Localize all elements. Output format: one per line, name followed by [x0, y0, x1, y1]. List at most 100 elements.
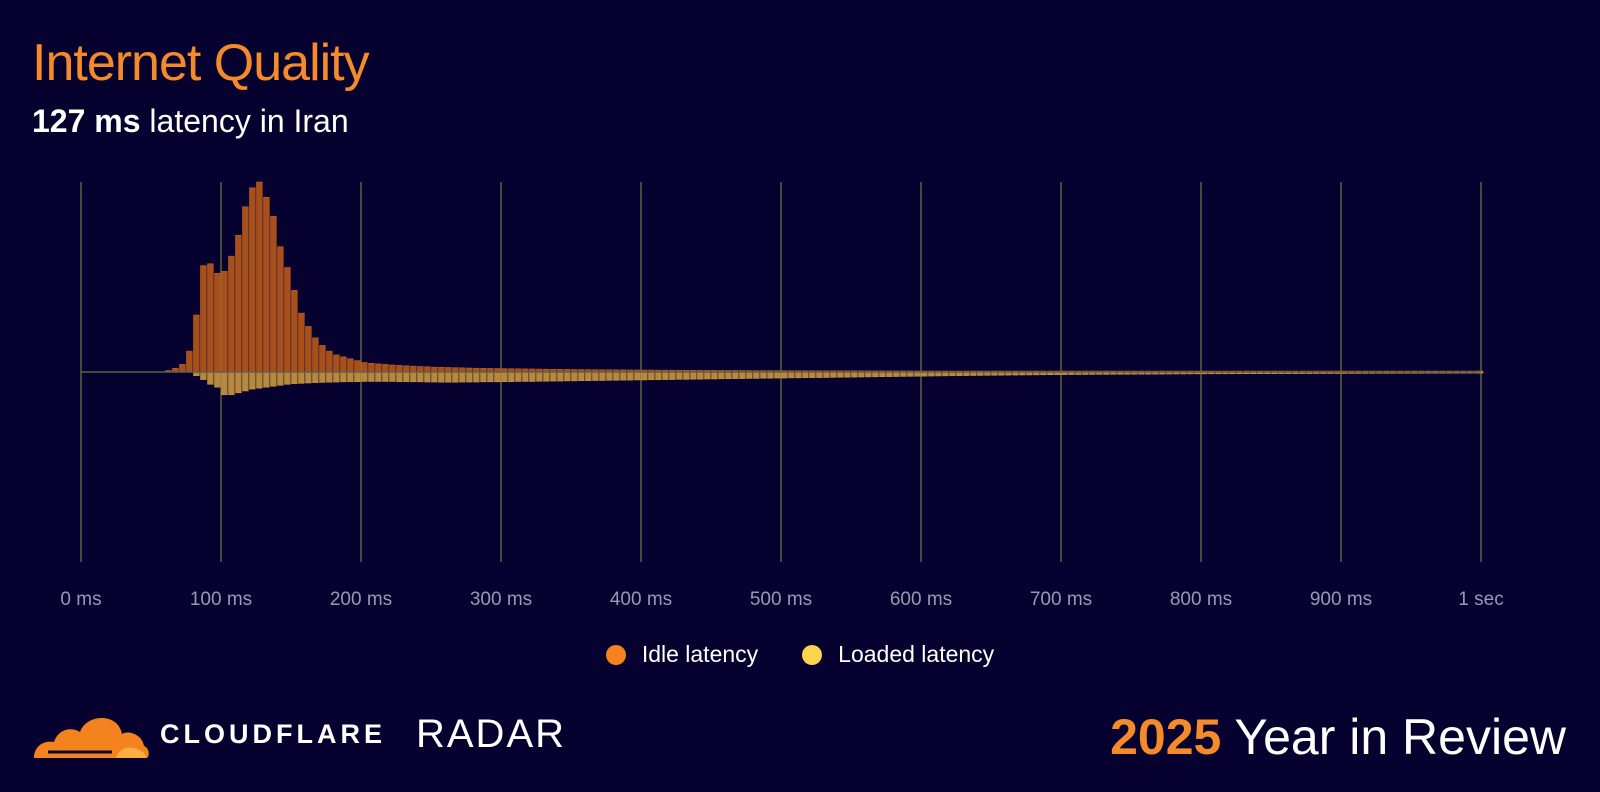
- legend-item-idle[interactable]: Idle latency: [605, 641, 758, 668]
- x-tick-label: 800 ms: [1170, 589, 1232, 610]
- loaded-latency-bar: [585, 371, 592, 381]
- loaded-latency-bar: [270, 371, 277, 387]
- idle-latency-bar: [333, 354, 340, 373]
- idle-latency-bar: [221, 271, 228, 373]
- idle-latency-bar: [193, 314, 200, 373]
- loaded-latency-bar: [557, 371, 564, 382]
- idle-latency-bar: [382, 364, 389, 373]
- product-name: RADAR: [415, 711, 567, 756]
- idle-latency-bar: [186, 350, 193, 373]
- loaded-latency-bar: [718, 371, 725, 380]
- x-tick-label: 500 ms: [750, 589, 812, 610]
- loaded-latency-bar: [536, 371, 543, 382]
- loaded-latency-bar: [571, 371, 578, 382]
- idle-latency-bar: [312, 337, 319, 373]
- idle-latency-bar: [368, 363, 375, 373]
- idle-latency-bar: [298, 312, 305, 373]
- loaded-latency-bar: [522, 371, 529, 382]
- loaded-latency-bar: [333, 371, 340, 383]
- loaded-latency-bar: [410, 371, 417, 383]
- loaded-latency-bar: [711, 371, 718, 380]
- loaded-latency-bar: [277, 371, 284, 386]
- loaded-latency-bar: [242, 371, 249, 392]
- loaded-latency-bar: [473, 371, 480, 383]
- loaded-latency-bar: [515, 371, 522, 382]
- idle-latency-bar: [277, 246, 284, 373]
- idle-latency-bar: [424, 366, 431, 373]
- loaded-latency-bar: [256, 371, 263, 389]
- idle-latency-bar: [249, 187, 256, 373]
- loaded-latency-bar: [263, 371, 270, 388]
- x-tick-label: 0 ms: [60, 589, 101, 610]
- idle-latency-bar: [389, 364, 396, 373]
- loaded-latency-series: [193, 371, 1484, 396]
- loaded-latency-bar: [802, 371, 809, 378]
- legend-item-loaded[interactable]: Loaded latency: [802, 641, 994, 668]
- loaded-latency-bar: [746, 371, 753, 379]
- loaded-latency-bar: [466, 371, 473, 383]
- idle-latency-bar: [410, 365, 417, 373]
- loaded-latency-bar: [655, 371, 662, 381]
- loaded-latency-bar: [676, 371, 683, 380]
- idle-latency-bar: [403, 365, 410, 373]
- loaded-latency-bar: [809, 371, 816, 378]
- chart-legend: Idle latency Loaded latency: [0, 641, 1600, 668]
- x-tick-label: 900 ms: [1310, 589, 1372, 610]
- idle-latency-bar: [326, 350, 333, 373]
- loaded-latency-bar: [529, 371, 536, 382]
- loaded-latency-bar: [228, 371, 235, 396]
- loaded-latency-bar: [774, 371, 781, 379]
- year-in-review-badge: 2025 Year in Review: [1110, 712, 1566, 762]
- legend-label-loaded: Loaded latency: [838, 641, 995, 667]
- loaded-latency-bar: [844, 371, 851, 378]
- loaded-latency-bar: [641, 371, 648, 381]
- idle-latency-bar: [263, 196, 270, 373]
- idle-latency-bar: [270, 215, 277, 373]
- loaded-latency-bar: [858, 371, 865, 378]
- loaded-latency-bar: [767, 371, 774, 379]
- x-tick-label: 400 ms: [610, 589, 672, 610]
- loaded-latency-bar: [221, 371, 228, 396]
- idle-latency-bar: [179, 364, 186, 373]
- loaded-latency-bar: [403, 371, 410, 382]
- loaded-latency-bar: [361, 371, 368, 382]
- loaded-latency-bar: [508, 371, 515, 382]
- loaded-latency-bar: [417, 371, 424, 383]
- loaded-latency-bar: [347, 371, 354, 382]
- idle-latency-bar: [340, 356, 347, 373]
- loaded-latency-bar: [830, 371, 837, 378]
- loaded-latency-bar: [459, 371, 466, 383]
- loaded-latency-bar: [795, 371, 802, 379]
- loaded-latency-bar: [550, 371, 557, 382]
- x-tick-label: 300 ms: [470, 589, 532, 610]
- loaded-latency-bar: [788, 371, 795, 379]
- latency-histogram-chart: 0 ms 100 ms 200 ms 300 ms 400 ms 500 ms 600 ms…: [60, 181, 1504, 610]
- loaded-latency-bar: [760, 371, 767, 379]
- idle-latency-bar: [361, 362, 368, 373]
- loaded-latency-bar: [697, 371, 704, 380]
- idle-latency-bar: [305, 326, 312, 373]
- idle-dot-icon: [605, 644, 626, 665]
- loaded-latency-bar: [494, 371, 501, 383]
- loaded-latency-bar: [683, 371, 690, 380]
- loaded-latency-bar: [305, 371, 312, 384]
- idle-latency-bar: [200, 265, 207, 373]
- loaded-latency-bar: [312, 371, 319, 383]
- brand-name: CLOUDFLARE: [160, 718, 386, 749]
- loaded-latency-bar: [207, 371, 214, 385]
- idle-latency-bar: [291, 290, 298, 373]
- latency-value: 127 ms: [32, 103, 141, 139]
- loaded-latency-bar: [487, 371, 494, 383]
- loaded-latency-bar: [704, 371, 711, 380]
- x-tick-label: 1 sec: [1458, 589, 1503, 610]
- latency-caption: latency in Iran: [140, 103, 349, 139]
- loaded-latency-bar: [578, 371, 585, 381]
- idle-latency-bar: [235, 234, 242, 373]
- loaded-latency-bar: [564, 371, 571, 382]
- loaded-latency-bar: [753, 371, 760, 379]
- loaded-latency-bar: [368, 371, 375, 382]
- loaded-latency-bar: [634, 371, 641, 381]
- loaded-latency-bar: [606, 371, 613, 381]
- loaded-latency-bar: [662, 371, 669, 380]
- loaded-latency-bar: [326, 371, 333, 383]
